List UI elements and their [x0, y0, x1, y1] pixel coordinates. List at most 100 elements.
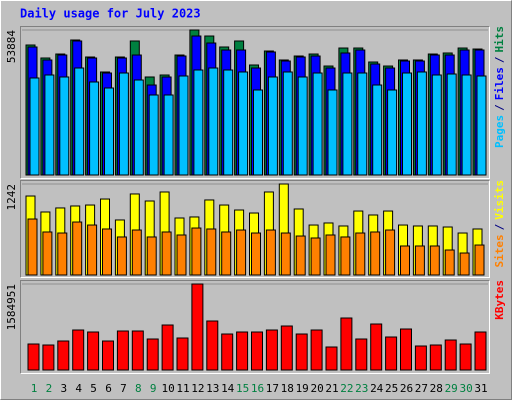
- bar: [42, 231, 53, 276]
- bar: [431, 74, 442, 176]
- x-tick-label: 14: [221, 382, 235, 395]
- bar: [265, 329, 278, 371]
- bar: [206, 320, 219, 371]
- x-tick-label: 2: [46, 382, 53, 395]
- bar: [27, 343, 40, 371]
- x-tick-label: 25: [385, 382, 398, 395]
- bar: [414, 245, 425, 276]
- bar: [104, 87, 114, 176]
- bar: [267, 76, 278, 176]
- bar: [282, 71, 293, 176]
- bar: [87, 331, 100, 371]
- bar: [310, 237, 321, 276]
- bar: [251, 331, 263, 371]
- legend-separator: /: [493, 104, 506, 111]
- x-tick-label: 24: [370, 382, 384, 395]
- x-tick-label: 6: [105, 382, 112, 395]
- x-tick-label: 20: [310, 382, 323, 395]
- bar: [342, 72, 353, 176]
- legend-separator: /: [493, 223, 506, 230]
- bar: [474, 244, 485, 276]
- legend-separator: /: [493, 56, 506, 63]
- bar: [474, 331, 487, 371]
- bar: [57, 232, 68, 276]
- bar: [325, 234, 336, 276]
- bar: [461, 74, 472, 176]
- x-tick-label: 3: [60, 382, 67, 395]
- bar: [191, 227, 202, 276]
- bar: [444, 339, 457, 371]
- x-tick-label: 22: [340, 382, 353, 395]
- bar: [251, 232, 261, 276]
- legend-entry: KBytes: [493, 280, 506, 320]
- bar: [208, 67, 219, 176]
- x-tick-label: 5: [90, 382, 97, 395]
- bar: [176, 234, 187, 276]
- bar: [295, 235, 306, 276]
- x-tick-label: 4: [75, 382, 82, 395]
- x-tick-label: 28: [430, 382, 443, 395]
- bar: [340, 317, 353, 371]
- bar: [370, 231, 381, 276]
- bar: [476, 75, 487, 176]
- x-tick-label: 13: [206, 382, 219, 395]
- x-tick-label: 27: [415, 382, 428, 395]
- x-tick-label: 9: [150, 382, 157, 395]
- bar: [325, 346, 338, 371]
- bar: [297, 76, 308, 176]
- bar: [221, 333, 234, 371]
- bar: [87, 224, 98, 276]
- x-tick-label: 15: [236, 382, 249, 395]
- bar: [295, 333, 308, 371]
- legend-entry: Hits: [493, 26, 506, 53]
- x-tick-label: 29: [445, 382, 458, 395]
- bar: [340, 236, 351, 276]
- bar: [193, 69, 204, 176]
- bar: [429, 344, 442, 371]
- bar: [372, 84, 383, 176]
- bar: [312, 72, 323, 176]
- bar: [163, 94, 174, 176]
- bar: [206, 228, 217, 276]
- bar: [102, 228, 112, 276]
- bar: [161, 231, 172, 276]
- panel-frame-shadow: [20, 280, 490, 374]
- x-tick-label: 7: [120, 382, 127, 395]
- bar: [236, 331, 249, 371]
- bar: [236, 229, 247, 276]
- bar: [42, 344, 55, 371]
- bar: [131, 330, 144, 371]
- bar: [131, 229, 142, 276]
- bar: [387, 89, 398, 176]
- x-tick-label: 8: [135, 382, 142, 395]
- bar: [402, 72, 412, 176]
- y-tick-label: 53884: [5, 30, 18, 63]
- y-tick-label: 1584951: [5, 284, 18, 330]
- legend-entry: Pages: [493, 115, 506, 148]
- bar: [191, 283, 204, 371]
- x-tick-label: 19: [296, 382, 309, 395]
- x-tick-label: 26: [400, 382, 413, 395]
- bar: [400, 328, 412, 371]
- x-tick-label: 23: [355, 382, 368, 395]
- bar: [414, 345, 427, 371]
- bar: [416, 71, 427, 176]
- bar: [221, 231, 232, 276]
- bar: [178, 75, 189, 176]
- bar: [327, 89, 338, 176]
- legend-entry: Sites: [493, 234, 506, 267]
- x-tick-label: 12: [191, 382, 204, 395]
- bar: [446, 73, 457, 176]
- bar: [444, 249, 455, 276]
- bar: [89, 81, 100, 176]
- bar: [146, 236, 157, 276]
- bar: [370, 323, 383, 371]
- bar: [133, 79, 144, 176]
- panel-frame-shadow: [20, 180, 490, 278]
- bar: [280, 325, 293, 371]
- bar: [72, 329, 85, 371]
- bar: [385, 229, 396, 276]
- bar: [253, 89, 263, 176]
- legend: Sites / Visits: [493, 180, 506, 268]
